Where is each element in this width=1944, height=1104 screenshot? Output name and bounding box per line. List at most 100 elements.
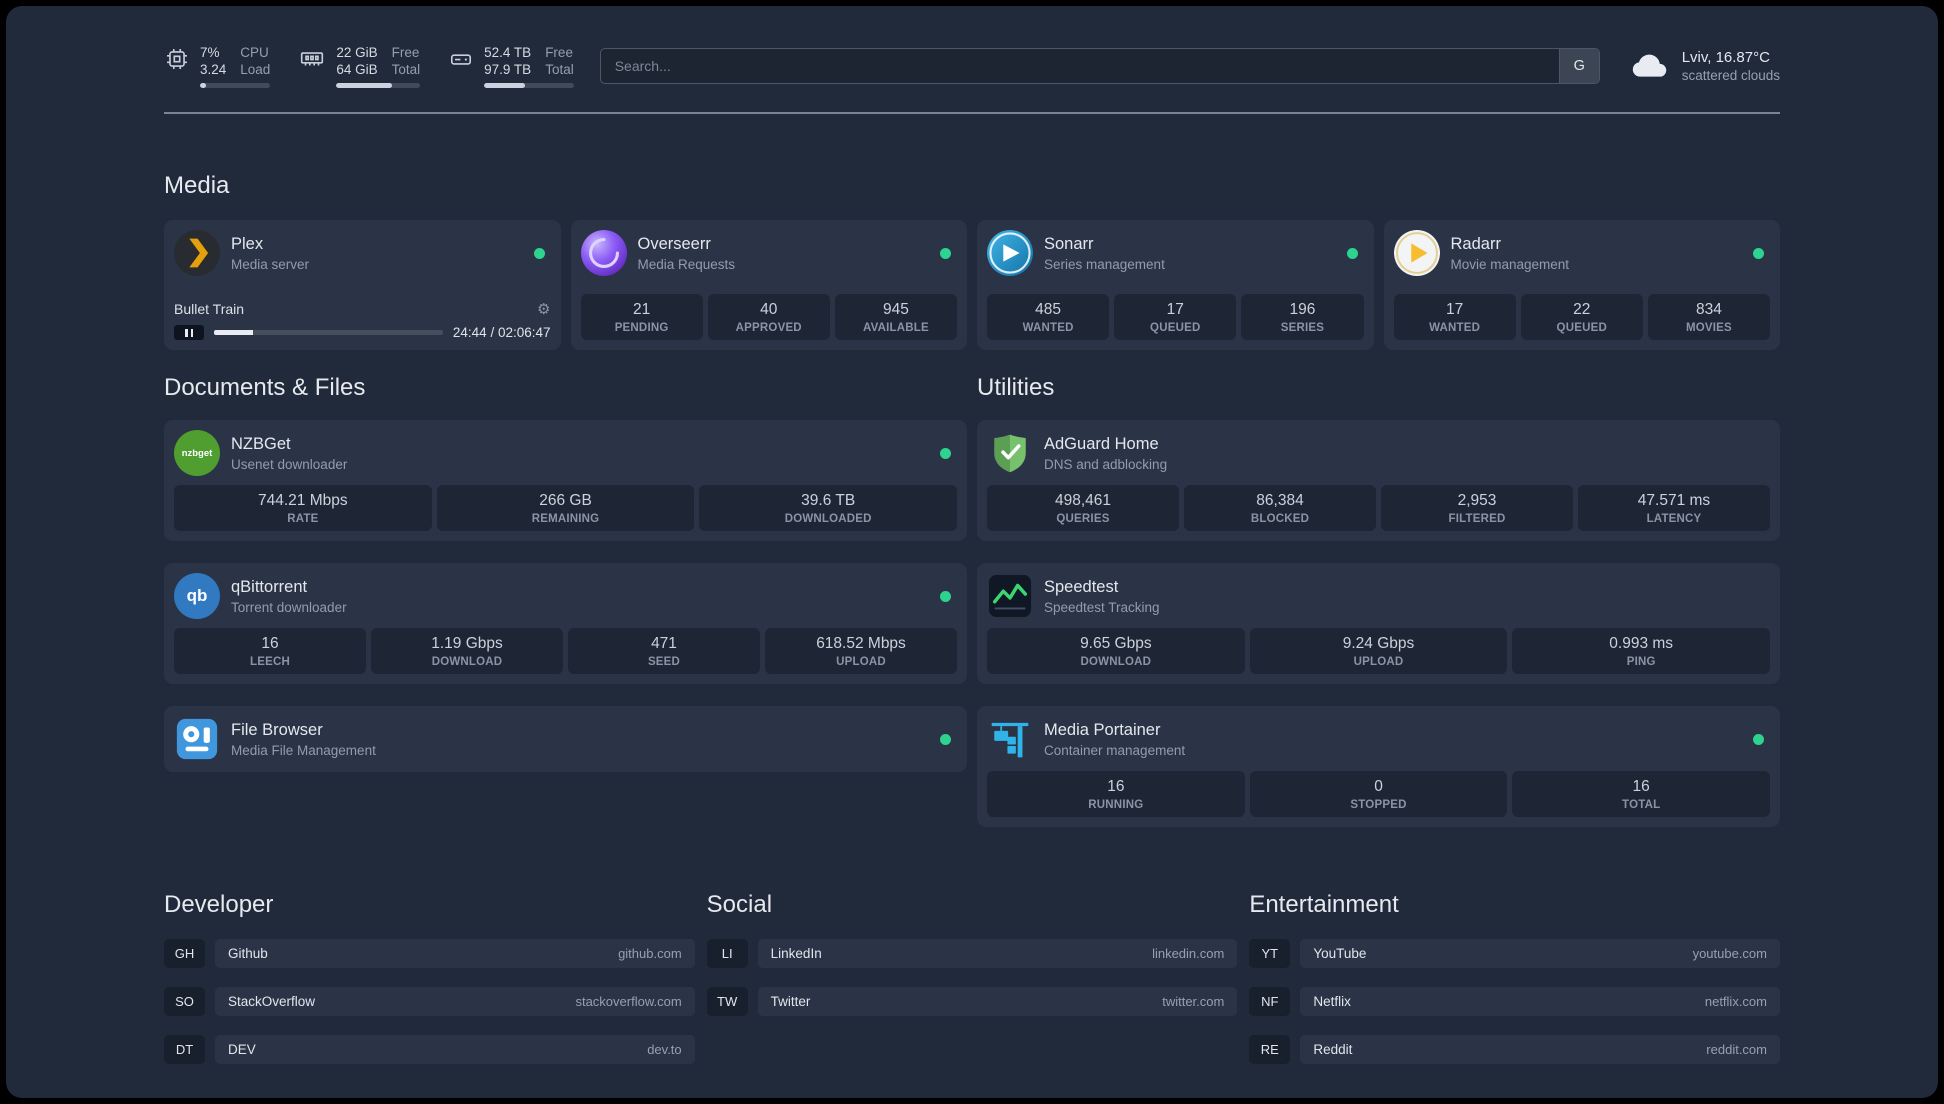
service-card-plex[interactable]: Plex Media server Bullet Train ⚙ [164,220,561,350]
memory-free-label: Free [391,45,420,60]
bookmark-netflix[interactable]: NF Netflix netflix.com [1249,987,1780,1016]
cpu-label: CPU [240,45,269,60]
cpu-load-value: 3.24 [200,62,227,77]
stat-stopped: 0 STOPPED [1249,771,1508,817]
weather-condition: scattered clouds [1681,68,1780,83]
cloud-icon [1629,49,1671,84]
service-name: Sonarr [1044,234,1094,253]
memory-total-label: Total [391,62,421,77]
radarr-icon [1393,230,1440,276]
bookmark-github[interactable]: GH Github github.com [164,939,695,968]
stat-total: 16 TOTAL [1512,771,1771,817]
gear-icon[interactable]: ⚙ [537,300,551,318]
section-title-media: Media [164,172,230,199]
weather-widget: Lviv, 16.87°C scattered clouds [1629,49,1780,84]
status-dot [940,733,951,745]
disk-total-label: Total [545,62,574,77]
bookmark-youtube[interactable]: YT YouTube youtube.com [1249,939,1780,968]
service-subtitle: Media Requests [637,256,736,272]
filebrowser-icon [174,716,220,762]
stat-upload: 618.52 Mbps UPLOAD [765,628,957,674]
bookmark-name: YouTube [1313,946,1367,961]
bookmark-domain: stackoverflow.com [575,994,682,1009]
bookmark-domain: youtube.com [1692,946,1767,961]
service-subtitle: DNS and adblocking [1044,456,1168,472]
bookmark-group-developer: Developer GH Github github.com SO StackO… [164,891,695,1083]
service-card-qbittorrent[interactable]: qb qBittorrent Torrent downloader 16 LEE… [164,563,967,684]
bookmark-domain: reddit.com [1706,1042,1767,1057]
stat-rate: 744.21 Mbps RATE [174,485,432,531]
service-card-nzbget[interactable]: nzbget NZBGet Usenet downloader 744.21 M… [164,420,967,541]
bookmark-group-entertainment: Entertainment YT YouTube youtube.com NF … [1249,891,1780,1083]
adguard-icon [987,430,1033,476]
weather-location: Lviv, 16.87°C [1681,49,1770,66]
bookmark-abbr: SO [164,987,205,1016]
bookmark-name: DEV [228,1042,256,1057]
status-dot [1753,247,1764,259]
service-card-radarr[interactable]: Radarr Movie management 17 WANTED 22 QUE… [1383,220,1780,350]
bookmark-abbr: TW [706,987,748,1016]
stat-series: 196 SERIES [1241,294,1364,340]
service-card-speedtest[interactable]: Speedtest Speedtest Tracking 9.65 Gbps D… [977,563,1780,684]
dashboard-root: 7% 3.24 CPU Load [6,6,1938,1098]
search-provider-button[interactable]: G [1558,49,1599,83]
stat-download: 9.65 Gbps DOWNLOAD [987,628,1245,674]
bookmark-name: Github [228,946,268,961]
bookmark-reddit[interactable]: RE Reddit reddit.com [1249,1035,1780,1064]
section-title-documents: Documents & Files [164,374,366,401]
section-title-developer: Developer [164,891,274,918]
bookmark-abbr: NF [1249,987,1291,1016]
search-input[interactable] [600,49,1559,83]
pause-button[interactable] [174,325,204,340]
service-name: Media Portainer [1044,720,1161,739]
stat-remaining: 266 GB REMAINING [436,485,695,531]
topbar-divider [164,112,1780,114]
bookmark-twitter[interactable]: TW Twitter twitter.com [706,987,1238,1016]
bookmark-stackoverflow[interactable]: SO StackOverflow stackoverflow.com [164,987,695,1016]
memory-metric: 22 GiB 64 GiB Free Total [298,44,421,88]
stat-movies: 834 MOVIES [1647,294,1771,340]
service-subtitle: Media server [231,256,310,272]
nzbget-icon: nzbget [174,430,220,476]
cpu-load-label: Load [240,62,271,77]
disk-icon [448,46,474,88]
bookmark-domain: twitter.com [1162,994,1225,1009]
stat-wanted: 17 WANTED [1393,294,1516,340]
bookmark-domain: netflix.com [1704,994,1767,1009]
service-name: AdGuard Home [1044,434,1159,453]
bookmark-abbr: YT [1249,939,1291,968]
section-title-social: Social [706,891,773,918]
stat-ping: 0.993 ms PING [1512,628,1771,674]
stat-latency: 47.571 ms LATENCY [1578,485,1770,531]
stat-wanted: 485 WANTED [987,294,1110,340]
playback-progress-bar[interactable] [214,330,443,335]
service-name: Plex [231,234,264,253]
plex-icon [174,230,220,276]
service-subtitle: Movie management [1450,256,1570,272]
status-dot [940,247,951,259]
stat-download: 1.19 Gbps DOWNLOAD [371,628,563,674]
section-utilities: Utilities [977,374,1780,827]
service-card-sonarr[interactable]: Sonarr Series management 485 WANTED 17 Q… [977,220,1374,350]
plex-now-playing: Bullet Train ⚙ 24:44 / 02:06:47 [174,301,551,340]
stat-filtered: 2,953 FILTERED [1381,485,1573,531]
service-card-adguard[interactable]: AdGuard Home DNS and adblocking 498,461 … [977,420,1780,541]
service-card-overseerr[interactable]: Overseerr Media Requests 21 PENDING 40 A… [570,220,967,350]
disk-metric: 52.4 TB 97.9 TB Free Total [448,44,574,88]
now-playing-title: Bullet Train [174,301,245,317]
service-subtitle: Media File Management [231,742,376,758]
disk-free-value: 52.4 TB [484,45,532,60]
portainer-icon [987,716,1033,762]
stat-pending: 21 PENDING [580,294,703,340]
service-card-portainer[interactable]: Media Portainer Container management 16 … [977,706,1780,827]
bookmark-dev[interactable]: DT DEV dev.to [164,1035,695,1064]
system-metrics: 7% 3.24 CPU Load [164,44,574,88]
service-name: Overseerr [637,234,711,253]
bookmark-domain: github.com [618,946,682,961]
service-card-filebrowser[interactable]: File Browser Media File Management [164,706,967,772]
service-subtitle: Torrent downloader [231,599,347,615]
bookmark-linkedin[interactable]: LI LinkedIn linkedin.com [706,939,1238,968]
bookmark-abbr: GH [164,939,205,968]
service-name: Radarr [1450,234,1501,253]
service-name: qBittorrent [231,577,308,596]
